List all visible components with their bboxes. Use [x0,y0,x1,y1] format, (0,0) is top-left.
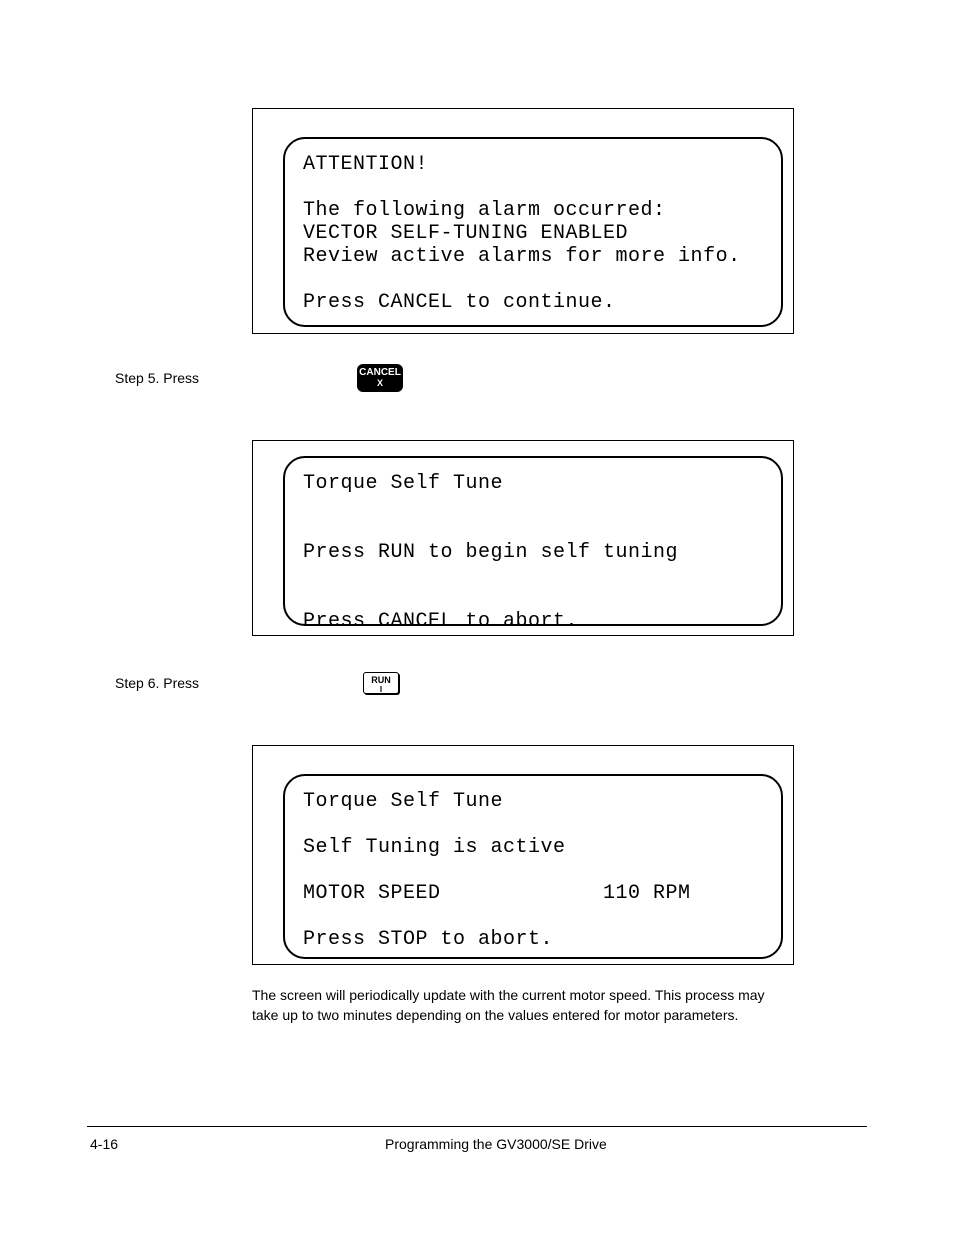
attention-panel: ATTENTION! The following alarm occurred:… [283,137,783,327]
prompt-line2: Press CANCEL to abort. [303,610,763,633]
prompt-spacer [303,495,763,518]
active-panel: Torque Self Tune Self Tuning is active M… [283,774,783,959]
cancel-key-label: CANCEL [357,368,403,378]
active-spacer3 [303,905,763,928]
motor-speed-label: MOTOR SPEED [303,882,603,905]
attention-line2: VECTOR SELF-TUNING ENABLED [303,222,763,245]
step-6-text: Step 6. Press [115,675,199,691]
run-key[interactable]: RUN I [363,672,399,694]
active-line1: Self Tuning is active [303,836,763,859]
attention-line4: Press CANCEL to continue. [303,291,763,314]
cancel-key[interactable]: CANCEL X [357,364,403,392]
run-key-label: RUN [364,676,398,685]
page-number: 4-16 [90,1136,118,1152]
prompt-spacer1b [303,518,763,541]
footer-rule [87,1126,867,1127]
prompt-spacer2 [303,564,763,587]
prompt-spacer2b [303,587,763,610]
active-spacer [303,813,763,836]
active-screen: Torque Self Tune Self Tuning is active M… [252,745,794,965]
active-line3: Press STOP to abort. [303,928,763,951]
post-screen3-text: The screen will periodically update with… [252,985,792,1026]
prompt-title: Torque Self Tune [303,472,763,495]
prompt-screen: Torque Self Tune Press RUN to begin self… [252,440,794,636]
attention-line3: Review active alarms for more info. [303,245,763,268]
active-motor-row: MOTOR SPEED 110 RPM [303,882,763,905]
run-key-sublabel: I [364,686,398,694]
attention-spacer [303,176,763,199]
active-title: Torque Self Tune [303,790,763,813]
prompt-panel: Torque Self Tune Press RUN to begin self… [283,456,783,626]
footer-title: Programming the GV3000/SE Drive [385,1136,607,1152]
attention-spacer2 [303,268,763,291]
attention-title: ATTENTION! [303,153,763,176]
motor-speed-value: 110 RPM [603,882,691,905]
attention-line1: The following alarm occurred: [303,199,763,222]
attention-screen: ATTENTION! The following alarm occurred:… [252,108,794,334]
active-spacer2 [303,859,763,882]
prompt-line1: Press RUN to begin self tuning [303,541,763,564]
step-5-text: Step 5. Press [115,370,199,386]
cancel-key-sublabel: X [357,379,403,388]
